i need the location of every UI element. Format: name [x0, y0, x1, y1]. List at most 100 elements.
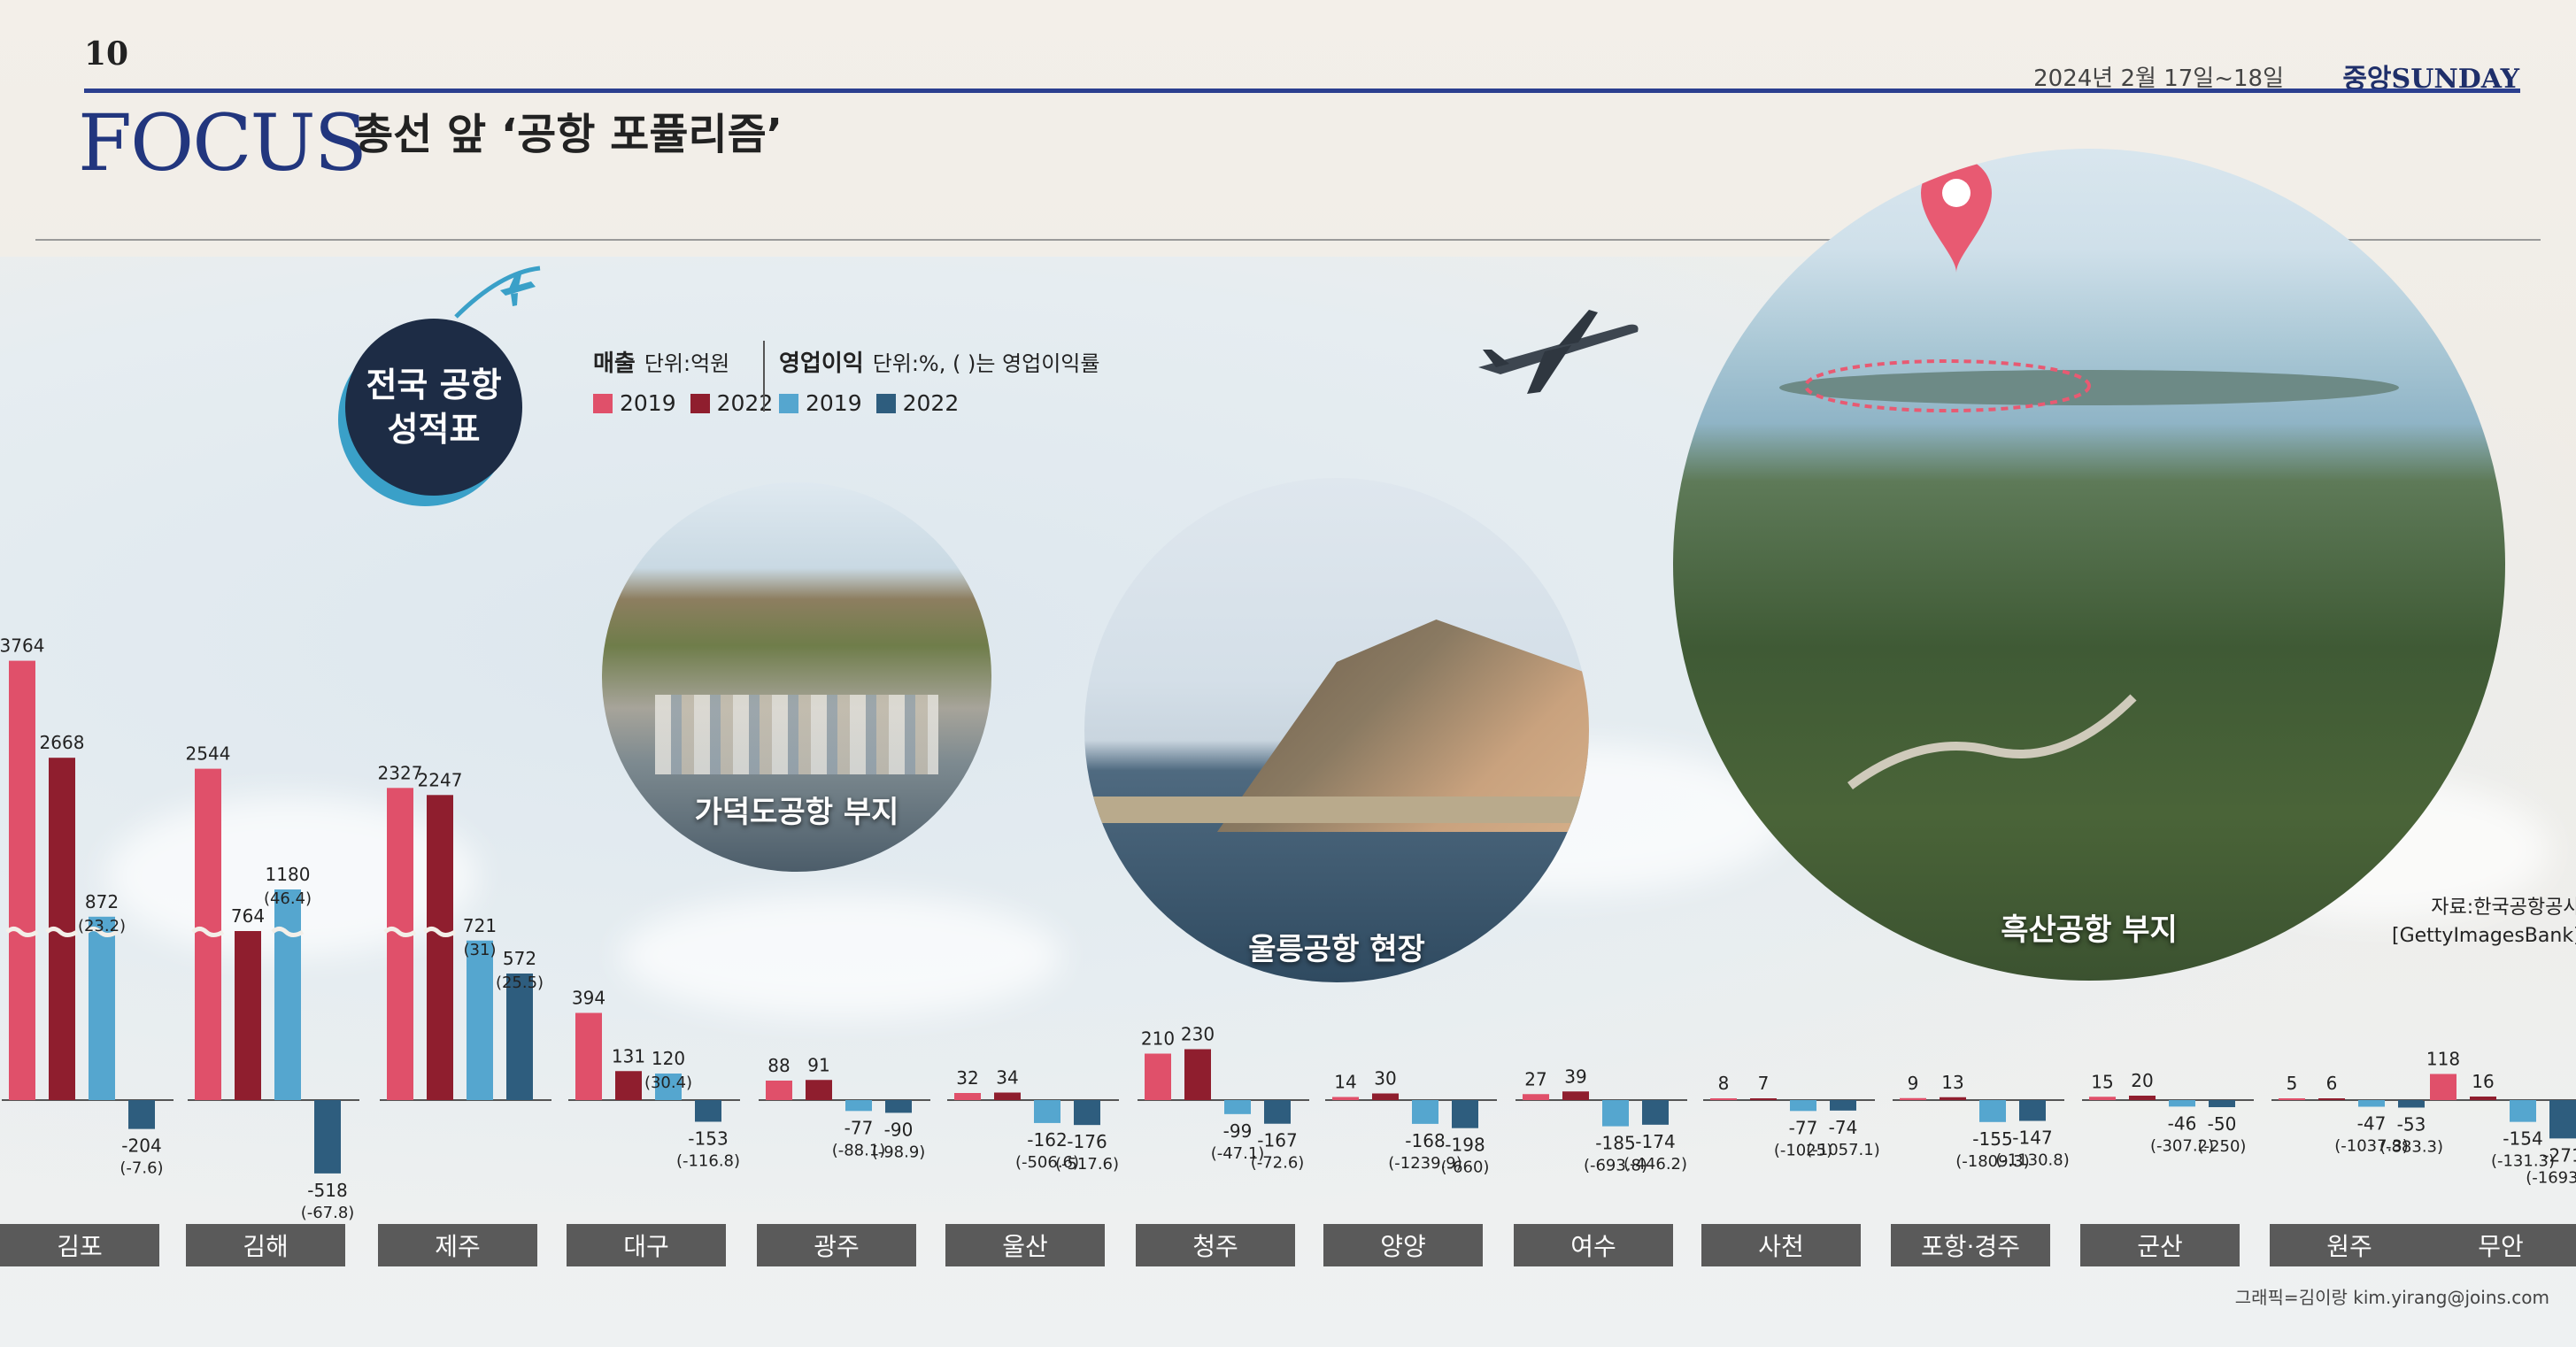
category-label-2: 제주 [435, 1232, 481, 1261]
legend-swatch-sales-2022 [690, 393, 710, 413]
category-label-bg [2270, 1224, 2429, 1266]
photo-heuksan: 흑산공항 부지 [1673, 149, 2505, 981]
bar-profit-2022 [1452, 1100, 1478, 1128]
rate-label: (-47.1) [1211, 1144, 1265, 1163]
rate-label: (-131.3) [2491, 1152, 2555, 1171]
bar-profit-2019 [274, 889, 301, 1100]
plane-icon [454, 266, 541, 319]
data-label: 6 [2326, 1073, 2338, 1094]
scale-break-mark [45, 927, 79, 937]
rate-label: (-250) [2198, 1137, 2247, 1156]
data-label: 230 [1181, 1024, 1215, 1045]
category-label-3: 대구 [623, 1232, 669, 1261]
data-label: 20 [2131, 1070, 2153, 1091]
data-label: 32 [956, 1067, 978, 1089]
rate-label: (46.4) [264, 889, 312, 908]
rate-label: (25.5) [496, 974, 544, 992]
bar-sales-2019 [954, 1093, 981, 1100]
page-number: 10 [84, 35, 129, 73]
bar-sales-2019 [2279, 1098, 2305, 1100]
data-label: 721 [463, 915, 497, 936]
data-label: 9 [1908, 1073, 1919, 1094]
data-label: -174 [1635, 1131, 1675, 1152]
bar-sales-2022 [994, 1092, 1021, 1100]
rate-label: (31) [464, 941, 497, 959]
data-label: 2327 [378, 762, 423, 783]
data-label: -185 [1595, 1133, 1635, 1154]
legend-label: 2019 [620, 390, 676, 416]
legend-profit: 영업이익 단위:%, ( )는 영업이익률 2019 2022 [779, 345, 1099, 416]
data-label: 16 [2472, 1071, 2494, 1092]
data-label: 88 [767, 1055, 790, 1076]
data-label: 118 [2426, 1049, 2460, 1070]
runway-strip [1084, 797, 1589, 823]
data-label: 3764 [0, 635, 44, 657]
bar-profit-2022 [2209, 1100, 2235, 1107]
rate-label: (23.2) [78, 917, 126, 935]
legend-sales: 매출 단위:억원 2019 2022 [593, 345, 787, 416]
rate-label: (-446.2) [1623, 1155, 1687, 1174]
bar-sales-2022 [1184, 1049, 1211, 1100]
rate-label: (-67.8) [301, 1204, 355, 1222]
legend-swatch-sales-2019 [593, 393, 613, 413]
legend-divider [763, 341, 765, 412]
data-label: -518 [307, 1180, 347, 1201]
data-label: -162 [1027, 1129, 1067, 1151]
data-label: 764 [231, 905, 265, 927]
category-label-bg [1701, 1224, 1861, 1266]
data-label: 91 [807, 1054, 829, 1075]
bar-profit-2022 [314, 1100, 341, 1174]
data-label: 30 [1374, 1068, 1396, 1089]
data-label: 2247 [418, 769, 463, 790]
category-label-bg [2080, 1224, 2240, 1266]
scale-break-mark [5, 927, 39, 937]
category-label-13: 무안 [2478, 1232, 2524, 1261]
legend-profit-title: 영업이익 [779, 350, 864, 377]
data-label: 15 [2091, 1071, 2113, 1092]
data-label: -167 [1257, 1130, 1297, 1151]
rate-label: (-517.6) [1055, 1155, 1119, 1174]
bar-sales-2022 [1750, 1098, 1777, 1100]
graphic-credit: 그래픽=김이랑 kim.yirang@joins.com [2234, 1287, 2549, 1308]
rate-label: (30.4) [644, 1074, 692, 1092]
rate-label: (-307.2) [2150, 1136, 2214, 1155]
bar-profit-2022 [1264, 1100, 1291, 1124]
legend-swatch-profit-2019 [779, 393, 798, 413]
rate-label: (-1693.8) [2526, 1168, 2576, 1187]
data-label: -271 [2542, 1144, 2576, 1166]
bar-profit-2019 [1224, 1100, 1251, 1114]
heuksan-marker [1804, 158, 2137, 790]
bar-profit-2019 [2169, 1100, 2195, 1107]
data-label: -153 [688, 1128, 728, 1149]
category-label-bg [186, 1224, 345, 1266]
rate-label: (-72.6) [1251, 1154, 1305, 1173]
bar-sales-2019 [1332, 1097, 1359, 1100]
bar-sales-2019 [387, 788, 413, 1100]
bar-sales-2019 [9, 660, 35, 1100]
bar-profit-2019 [2510, 1100, 2536, 1122]
bar-sales-2022 [806, 1080, 832, 1100]
data-label: -46 [2168, 1112, 2197, 1134]
data-label: 1180 [266, 864, 311, 885]
data-label: 572 [503, 948, 536, 969]
data-label: 13 [1941, 1072, 1963, 1093]
bar-profit-2019 [1034, 1100, 1060, 1123]
rate-label: (-1130.8) [1995, 1151, 2070, 1170]
scale-break-mark [271, 927, 305, 937]
data-label: 7 [1758, 1073, 1770, 1094]
bar-sales-2022 [1372, 1093, 1399, 1100]
rate-label: (-1809.3) [1955, 1152, 2030, 1171]
airplane-icon [1478, 310, 1639, 394]
source-credit: 자료:한국공항공사 [GettyImagesBank] [2392, 897, 2576, 947]
bar-sales-2022 [2318, 1098, 2345, 1100]
legend-profit-unit: 단위:%, ( )는 영업이익률 [872, 351, 1100, 376]
data-label: -176 [1067, 1131, 1107, 1152]
bar-profit-2019 [1790, 1100, 1816, 1112]
rate-label: (-506.6) [1015, 1153, 1079, 1172]
data-label: 27 [1524, 1068, 1546, 1089]
bar-profit-2022 [885, 1100, 912, 1113]
category-label-5: 울산 [1002, 1232, 1048, 1261]
bar-profit-2022 [506, 974, 533, 1100]
category-label-0: 김포 [57, 1232, 103, 1261]
photo-caption: 울릉공항 현장 [1248, 932, 1425, 967]
